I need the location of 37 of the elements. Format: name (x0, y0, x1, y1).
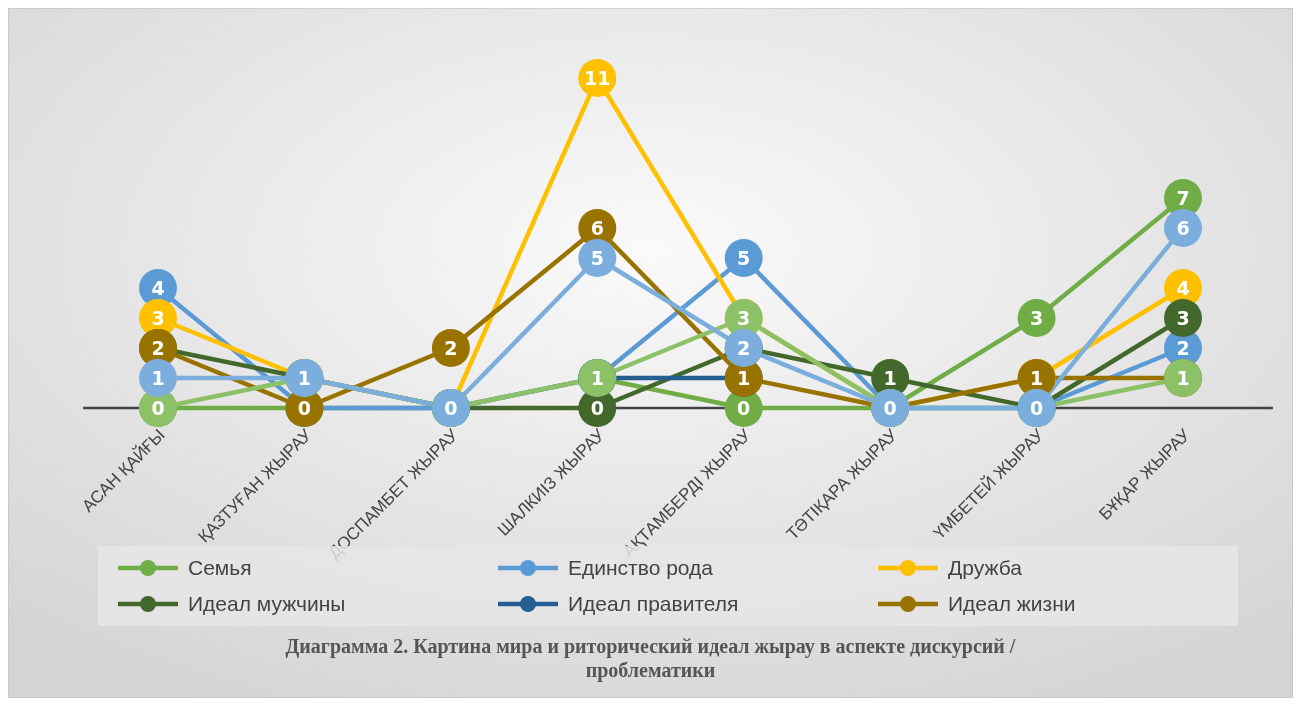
data-label: 4 (1176, 276, 1190, 299)
data-label: 0 (590, 396, 604, 419)
legend-label: Идеал мужчины (188, 592, 346, 616)
data-label: 5 (590, 246, 604, 269)
legend-label: Семья (188, 556, 252, 580)
data-label: 0 (151, 396, 165, 419)
data-label: 11 (584, 66, 611, 89)
data-label: 2 (444, 336, 458, 359)
data-label: 1 (1176, 366, 1190, 389)
data-label: 1 (1029, 366, 1044, 389)
data-label: 7 (1176, 186, 1190, 209)
legend-label: Идеал правителя (568, 592, 739, 616)
data-label: 2 (1176, 336, 1190, 359)
legend-label: Идеал жизни (948, 592, 1076, 616)
legend-label: Дружба (948, 556, 1023, 580)
data-label: 1 (737, 366, 751, 389)
data-label: 1 (151, 366, 165, 389)
data-label: 6 (590, 216, 604, 239)
data-label: 6 (1176, 216, 1190, 239)
data-label: 3 (151, 306, 165, 329)
legend-label: Единство рода (568, 556, 714, 580)
data-label: 0 (297, 396, 312, 419)
data-label: 1 (883, 366, 897, 389)
data-label: 0 (883, 396, 897, 419)
data-label: 3 (737, 306, 751, 329)
data-label: 3 (1176, 306, 1190, 329)
data-label: 0 (1029, 396, 1044, 419)
text: Диаграмма 2. Картина мира и риторический идеал жырау в аспекте дискурсий / проблематики (285, 635, 1016, 682)
data-label: 1 (297, 366, 312, 389)
data-label: 5 (737, 246, 751, 269)
data-label: 3 (1029, 306, 1044, 329)
data-label: 4 (151, 276, 165, 299)
data-label: 0 (444, 396, 458, 419)
data-label: 2 (737, 336, 751, 359)
data-label: 0 (737, 396, 751, 419)
data-label: 1 (590, 366, 604, 389)
data-label: 2 (151, 336, 165, 359)
